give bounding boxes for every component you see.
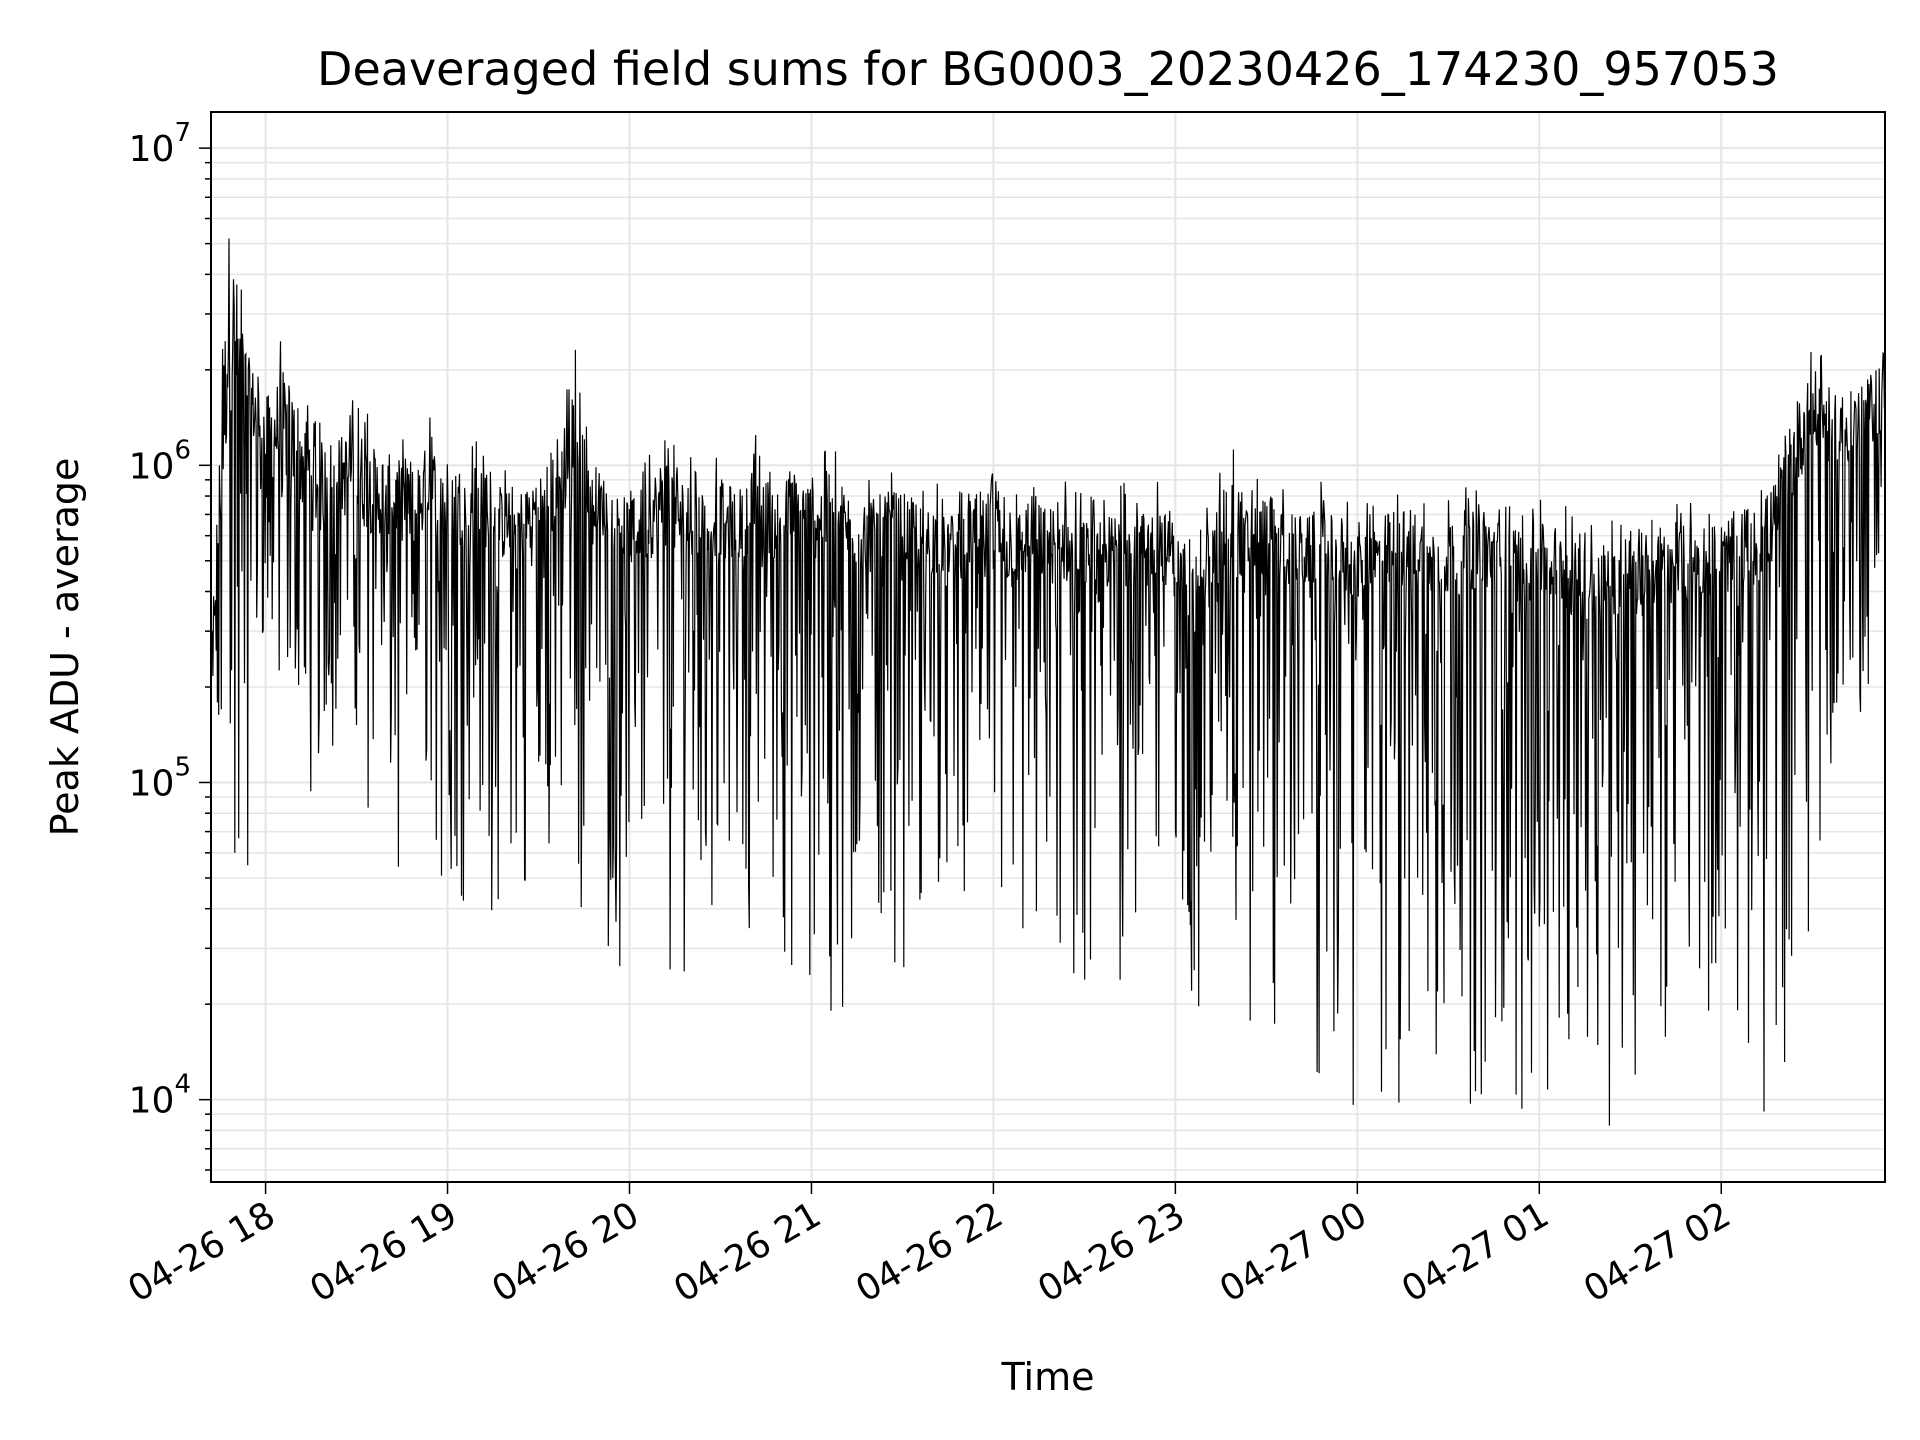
y-tick-label: 105	[129, 752, 191, 804]
grid	[211, 112, 1885, 1182]
data-series-line	[210, 238, 1886, 1126]
y-tick-label: 106	[129, 435, 191, 487]
y-axis: 104 105 106 107	[129, 118, 211, 1171]
chart-title: Deaveraged field sums for BG0003_2023042…	[317, 42, 1779, 96]
y-axis-label: Peak ADU - average	[43, 458, 87, 837]
y-tick-label: 104	[129, 1070, 191, 1122]
x-axis-label: Time	[1001, 1355, 1095, 1399]
plot-area	[210, 111, 1886, 1183]
y-tick-label: 107	[129, 118, 191, 170]
series-line-path	[210, 238, 1886, 1126]
